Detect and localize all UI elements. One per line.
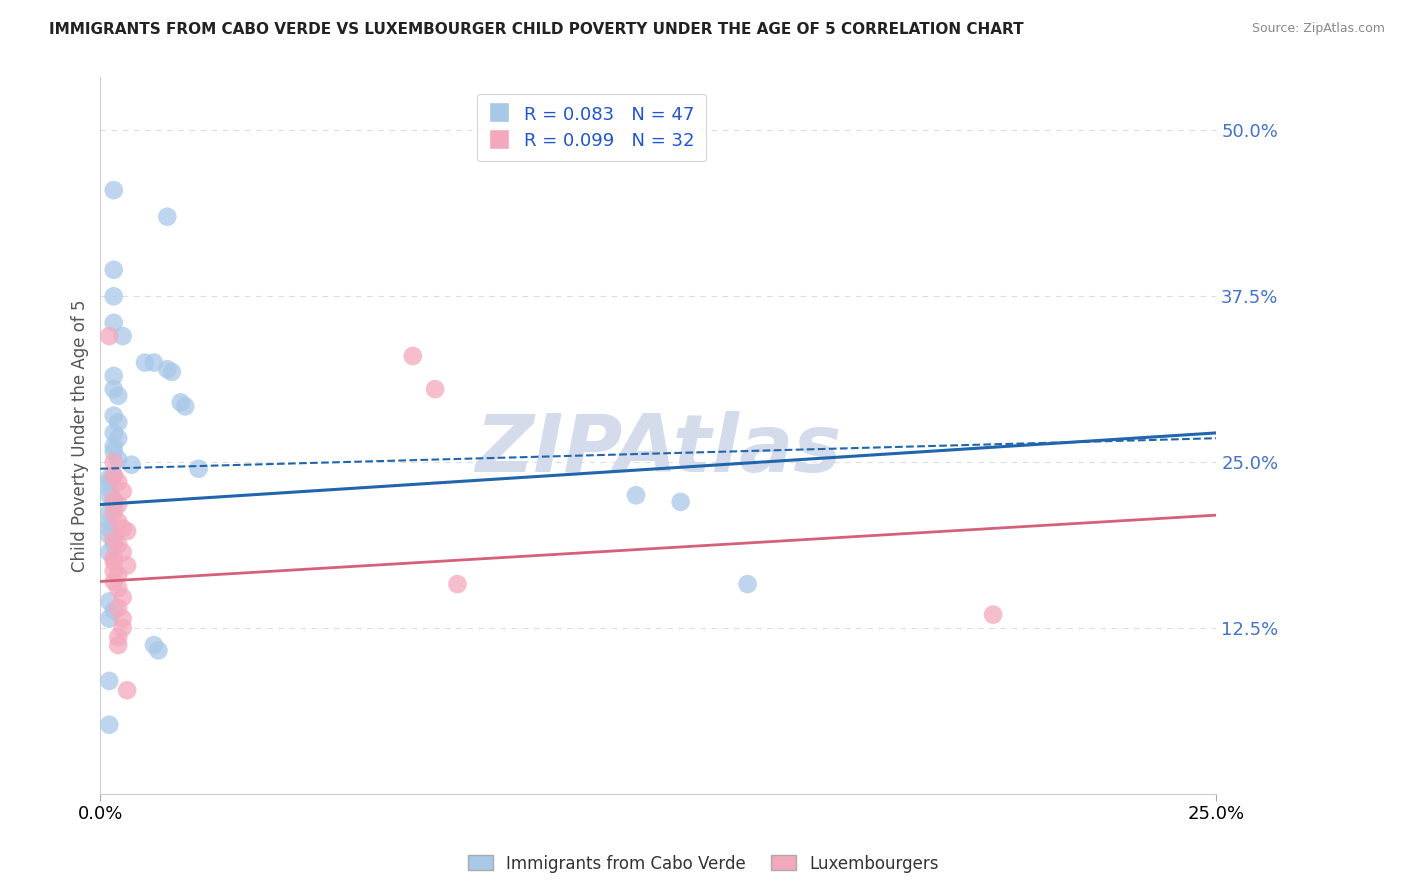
Point bbox=[103, 262, 125, 277]
Point bbox=[107, 601, 129, 615]
Point bbox=[98, 521, 121, 535]
Point bbox=[737, 577, 759, 591]
Point bbox=[98, 482, 121, 496]
Point bbox=[107, 475, 129, 489]
Point bbox=[98, 506, 121, 520]
Point bbox=[111, 621, 134, 635]
Point bbox=[98, 717, 121, 731]
Point bbox=[107, 498, 129, 512]
Point bbox=[160, 365, 183, 379]
Point bbox=[103, 468, 125, 483]
Point bbox=[446, 577, 468, 591]
Point bbox=[103, 439, 125, 453]
Point bbox=[156, 362, 179, 376]
Point bbox=[103, 382, 125, 396]
Point bbox=[142, 356, 165, 370]
Point bbox=[107, 515, 129, 529]
Y-axis label: Child Poverty Under the Age of 5: Child Poverty Under the Age of 5 bbox=[72, 300, 89, 572]
Point bbox=[115, 558, 138, 573]
Point bbox=[107, 389, 129, 403]
Point bbox=[103, 183, 125, 197]
Point bbox=[669, 495, 692, 509]
Point bbox=[115, 524, 138, 538]
Point bbox=[107, 630, 129, 644]
Point bbox=[107, 537, 129, 551]
Point bbox=[187, 461, 209, 475]
Legend: Immigrants from Cabo Verde, Luxembourgers: Immigrants from Cabo Verde, Luxembourger… bbox=[461, 848, 945, 880]
Point bbox=[170, 395, 193, 409]
Text: Source: ZipAtlas.com: Source: ZipAtlas.com bbox=[1251, 22, 1385, 36]
Point bbox=[98, 594, 121, 608]
Point bbox=[98, 611, 121, 625]
Point bbox=[98, 471, 121, 485]
Point bbox=[423, 382, 446, 396]
Point bbox=[103, 468, 125, 483]
Point bbox=[142, 638, 165, 652]
Point bbox=[103, 316, 125, 330]
Text: ZIPAtlas: ZIPAtlas bbox=[475, 411, 841, 489]
Point bbox=[103, 444, 125, 458]
Point bbox=[103, 498, 125, 512]
Point bbox=[156, 210, 179, 224]
Point bbox=[111, 611, 134, 625]
Point bbox=[624, 488, 647, 502]
Point bbox=[103, 564, 125, 578]
Point bbox=[103, 368, 125, 383]
Point bbox=[111, 545, 134, 559]
Point bbox=[98, 515, 121, 529]
Point bbox=[103, 495, 125, 509]
Point bbox=[115, 683, 138, 698]
Point bbox=[103, 550, 125, 565]
Point bbox=[981, 607, 1004, 622]
Point bbox=[98, 545, 121, 559]
Point bbox=[98, 329, 121, 343]
Text: IMMIGRANTS FROM CABO VERDE VS LUXEMBOURGER CHILD POVERTY UNDER THE AGE OF 5 CORR: IMMIGRANTS FROM CABO VERDE VS LUXEMBOURG… bbox=[49, 22, 1024, 37]
Point bbox=[111, 329, 134, 343]
Point bbox=[103, 506, 125, 520]
Point bbox=[103, 604, 125, 618]
Point bbox=[103, 532, 125, 546]
Point bbox=[107, 452, 129, 467]
Point bbox=[103, 409, 125, 423]
Point bbox=[98, 475, 121, 489]
Point bbox=[107, 415, 129, 429]
Point bbox=[103, 455, 125, 469]
Point bbox=[107, 581, 129, 595]
Point bbox=[103, 425, 125, 440]
Point bbox=[107, 431, 129, 445]
Point bbox=[103, 555, 125, 569]
Point bbox=[103, 289, 125, 303]
Point bbox=[107, 638, 129, 652]
Point bbox=[107, 567, 129, 582]
Point bbox=[111, 591, 134, 605]
Point bbox=[111, 521, 134, 535]
Point bbox=[98, 528, 121, 542]
Point bbox=[98, 488, 121, 502]
Point bbox=[111, 484, 134, 499]
Point bbox=[103, 537, 125, 551]
Point bbox=[148, 643, 170, 657]
Point bbox=[103, 492, 125, 507]
Point bbox=[98, 673, 121, 688]
Legend: R = 0.083   N = 47, R = 0.099   N = 32: R = 0.083 N = 47, R = 0.099 N = 32 bbox=[477, 94, 706, 161]
Point bbox=[121, 458, 143, 472]
Point bbox=[134, 356, 156, 370]
Point bbox=[174, 400, 197, 414]
Point bbox=[402, 349, 425, 363]
Point bbox=[103, 574, 125, 589]
